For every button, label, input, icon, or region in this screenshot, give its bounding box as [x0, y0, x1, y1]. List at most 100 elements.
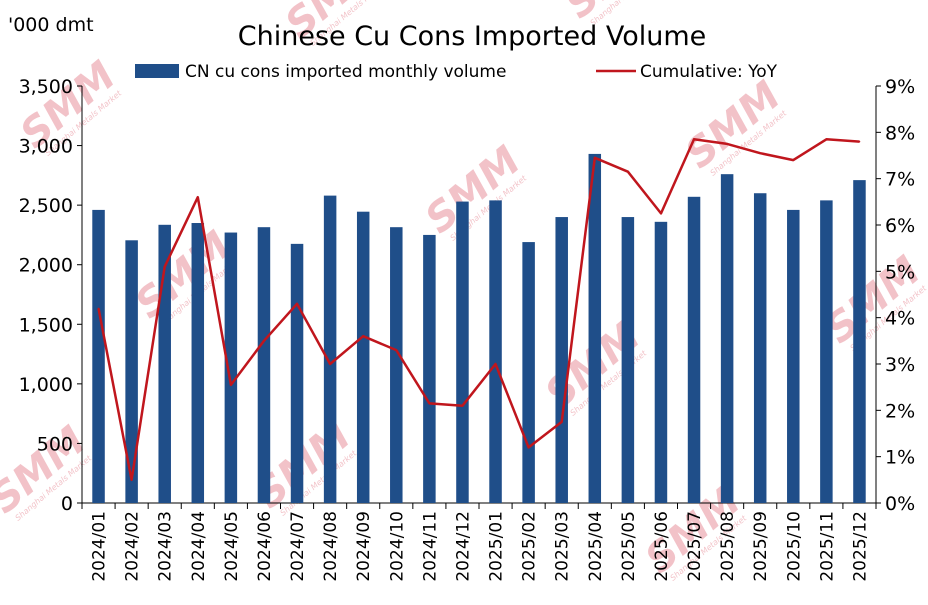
line-point: [792, 159, 795, 161]
line-point: [97, 307, 100, 310]
x-tick-label: 2025/07: [685, 511, 705, 582]
bar: [456, 201, 469, 503]
bar: [423, 234, 436, 503]
right-tick-label: 6%: [885, 215, 915, 237]
bar: [753, 193, 767, 503]
line-point: [230, 384, 232, 386]
line-point: [196, 196, 199, 198]
bar: [224, 232, 238, 503]
left-axis-ticks: 0 500 1,000 1,500 2,000 2,500 3,000 3,500: [19, 76, 82, 515]
x-tick-label: 2025/10: [784, 511, 804, 582]
line-point: [296, 302, 298, 305]
right-tick-label: 5%: [885, 261, 915, 283]
x-tick-label: 2024/02: [123, 511, 143, 582]
legend-swatch-bars: [135, 64, 179, 78]
bar: [820, 200, 833, 503]
yoy-line: [97, 138, 860, 482]
bar: [621, 217, 635, 504]
x-tick-label: 2024/09: [354, 511, 374, 582]
x-tick-label: 2024/11: [420, 511, 440, 582]
bar: [390, 227, 403, 504]
bar: [290, 243, 304, 503]
left-tick-label: 0: [61, 493, 73, 515]
x-tick-label: 2024/06: [255, 511, 275, 582]
left-tick-label: 2,000: [19, 255, 73, 277]
bar: [555, 217, 568, 504]
bar: [356, 211, 370, 503]
right-tick-label: 3%: [885, 354, 915, 376]
line-point: [759, 152, 762, 154]
left-tick-label: 1,500: [19, 314, 73, 336]
bar: [257, 227, 271, 504]
right-tick-label: 4%: [885, 308, 915, 330]
left-tick-label: 3,000: [19, 136, 73, 158]
right-tick-label: 9%: [885, 76, 915, 98]
x-tick-label: 2025/03: [553, 511, 573, 582]
line-point: [825, 138, 828, 141]
x-tick-label: 2024/05: [222, 511, 242, 582]
x-tick-label: 2025/06: [652, 511, 672, 582]
x-tick-label: 2025/02: [520, 511, 540, 582]
line-point: [693, 138, 695, 141]
line-series: [97, 138, 861, 482]
bar: [654, 221, 668, 503]
x-tick-label: 2025/11: [817, 511, 837, 582]
line-point: [329, 363, 331, 365]
line-point: [130, 479, 133, 481]
bar: [92, 209, 105, 503]
line-point: [163, 265, 166, 268]
bar: [522, 242, 535, 503]
x-tick-label: 2024/10: [387, 511, 407, 582]
line-point: [627, 170, 629, 173]
legend-label-line: Cumulative: YoY: [640, 62, 778, 82]
right-tick-label: 1%: [885, 447, 915, 469]
bar: [687, 196, 701, 503]
x-tick-label: 2025/12: [850, 511, 870, 582]
line-point: [395, 349, 398, 351]
bar: [720, 174, 734, 503]
x-tick-label: 2024/04: [189, 511, 209, 582]
line-point: [858, 140, 861, 143]
line-point: [428, 402, 431, 405]
line-point: [527, 446, 530, 449]
x-tick-label: 2024/01: [90, 511, 110, 582]
line-point: [461, 404, 464, 407]
right-axis-ticks: 0% 1% 2% 3% 4% 5% 6% 7% 8% 9%: [876, 76, 915, 515]
bar: [489, 200, 502, 503]
x-tick-label: 2025/09: [751, 511, 771, 582]
legend: CN cu cons imported monthly volume Cumul…: [135, 62, 778, 82]
right-tick-label: 7%: [885, 169, 915, 191]
bar: [125, 240, 138, 504]
bar: [787, 209, 800, 503]
bar: [191, 223, 205, 503]
chart-title: Chinese Cu Cons Imported Volume: [238, 21, 707, 52]
left-tick-label: 500: [37, 433, 73, 455]
bar-series: [92, 153, 866, 504]
line-point: [362, 335, 365, 338]
line-point: [593, 157, 596, 159]
x-tick-label: 2025/08: [718, 511, 738, 582]
x-tick-label: 2024/12: [453, 511, 473, 582]
legend-label-bars: CN cu cons imported monthly volume: [185, 62, 506, 82]
x-tick-label: 2024/07: [288, 511, 308, 582]
x-axis-ticks: 2024/01 2024/02 2024/03 2024/04 2024/05 2024/…: [81, 503, 877, 582]
bar: [853, 180, 866, 503]
bar: [588, 153, 602, 503]
right-tick-label: 0%: [885, 493, 915, 515]
y-axis-unit-label: '000 dmt: [8, 14, 94, 36]
line-point: [494, 363, 497, 365]
bar: [323, 195, 337, 503]
x-tick-label: 2024/08: [321, 511, 341, 582]
line-point: [560, 421, 563, 423]
x-tick-label: 2025/04: [586, 511, 606, 582]
left-tick-label: 1,000: [19, 374, 73, 396]
x-tick-label: 2025/01: [487, 511, 507, 582]
right-tick-label: 2%: [885, 400, 915, 422]
line-point: [660, 212, 662, 215]
right-tick-label: 8%: [885, 122, 915, 144]
x-tick-label: 2024/03: [156, 511, 176, 582]
left-tick-label: 2,500: [19, 195, 73, 217]
x-tick-label: 2025/05: [619, 511, 639, 582]
line-point: [263, 340, 265, 342]
